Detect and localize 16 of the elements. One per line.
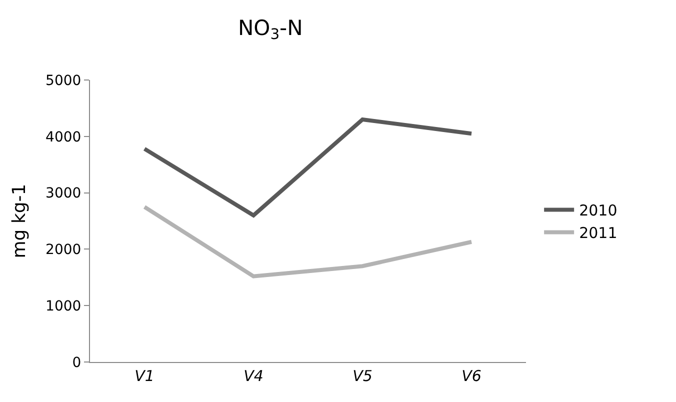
y-tick-label: 4000 — [46, 129, 82, 146]
line-series — [142, 204, 474, 278]
y-tick-label: 2000 — [46, 242, 82, 258]
y-axis-title: mg kg-1 — [8, 184, 30, 258]
line-series — [142, 117, 474, 218]
legend-label: 2011 — [579, 224, 618, 242]
x-tick-label: V4 — [244, 367, 264, 385]
y-tick-label: 0 — [72, 354, 82, 371]
x-tick-label: V6 — [462, 367, 482, 385]
x-tick-label: V5 — [352, 367, 372, 385]
legend-label: 2010 — [579, 202, 618, 220]
y-tick-label: 3000 — [46, 186, 82, 202]
y-tick-label: 1000 — [46, 298, 82, 314]
chart-title: NO$_{3}$-N — [238, 16, 303, 44]
x-tick-label: V1 — [134, 367, 154, 385]
y-tick-label: 5000 — [46, 72, 82, 89]
